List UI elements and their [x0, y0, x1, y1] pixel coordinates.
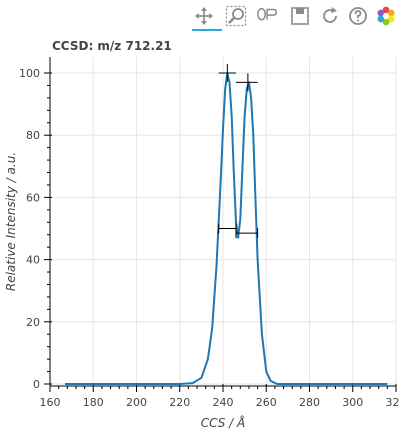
reset-icon	[323, 7, 337, 23]
x-tick-label: 240	[213, 396, 234, 409]
x-axis-label: CCS / Å	[201, 415, 245, 430]
pan-icon	[195, 7, 213, 25]
save-tool-button[interactable]	[288, 4, 312, 28]
y-tick-label: 20	[26, 316, 40, 329]
box-zoom-tool-button[interactable]	[224, 4, 248, 28]
x-tick-label: 260	[256, 396, 277, 409]
toolbar	[190, 2, 400, 30]
x-tick-label: 160	[40, 396, 61, 409]
active-tool-indicator	[192, 29, 222, 31]
x-tick-label: 200	[126, 396, 147, 409]
x-tick-label: 300	[342, 396, 363, 409]
help-icon	[349, 7, 367, 25]
series-line[interactable]	[65, 72, 388, 385]
help-tool-button[interactable]	[346, 4, 370, 28]
x-tick-label: 220	[169, 396, 190, 409]
bokeh-logo[interactable]	[374, 4, 398, 28]
y-tick-label: 0	[33, 378, 40, 391]
reset-tool-button[interactable]	[318, 4, 342, 28]
save-icon	[291, 7, 309, 25]
lasso-select-tool-button[interactable]	[256, 4, 280, 28]
box-zoom-icon	[225, 5, 247, 27]
lasso-select-icon	[257, 7, 278, 21]
y-tick-label: 40	[26, 254, 40, 267]
x-tick-label: 180	[83, 396, 104, 409]
y-axis-label: Relative Intensity / a.u.	[4, 152, 18, 291]
pan-tool-button[interactable]	[192, 4, 216, 28]
y-tick-label: 100	[19, 67, 40, 80]
bokeh-logo-icon	[377, 6, 395, 26]
y-tick-label: 80	[26, 129, 40, 142]
chart-title: CCSD: m/z 712.21	[52, 39, 172, 53]
y-tick-label: 60	[26, 191, 40, 204]
x-tick-label: 280	[299, 396, 320, 409]
x-tick-label: 320	[386, 396, 400, 409]
